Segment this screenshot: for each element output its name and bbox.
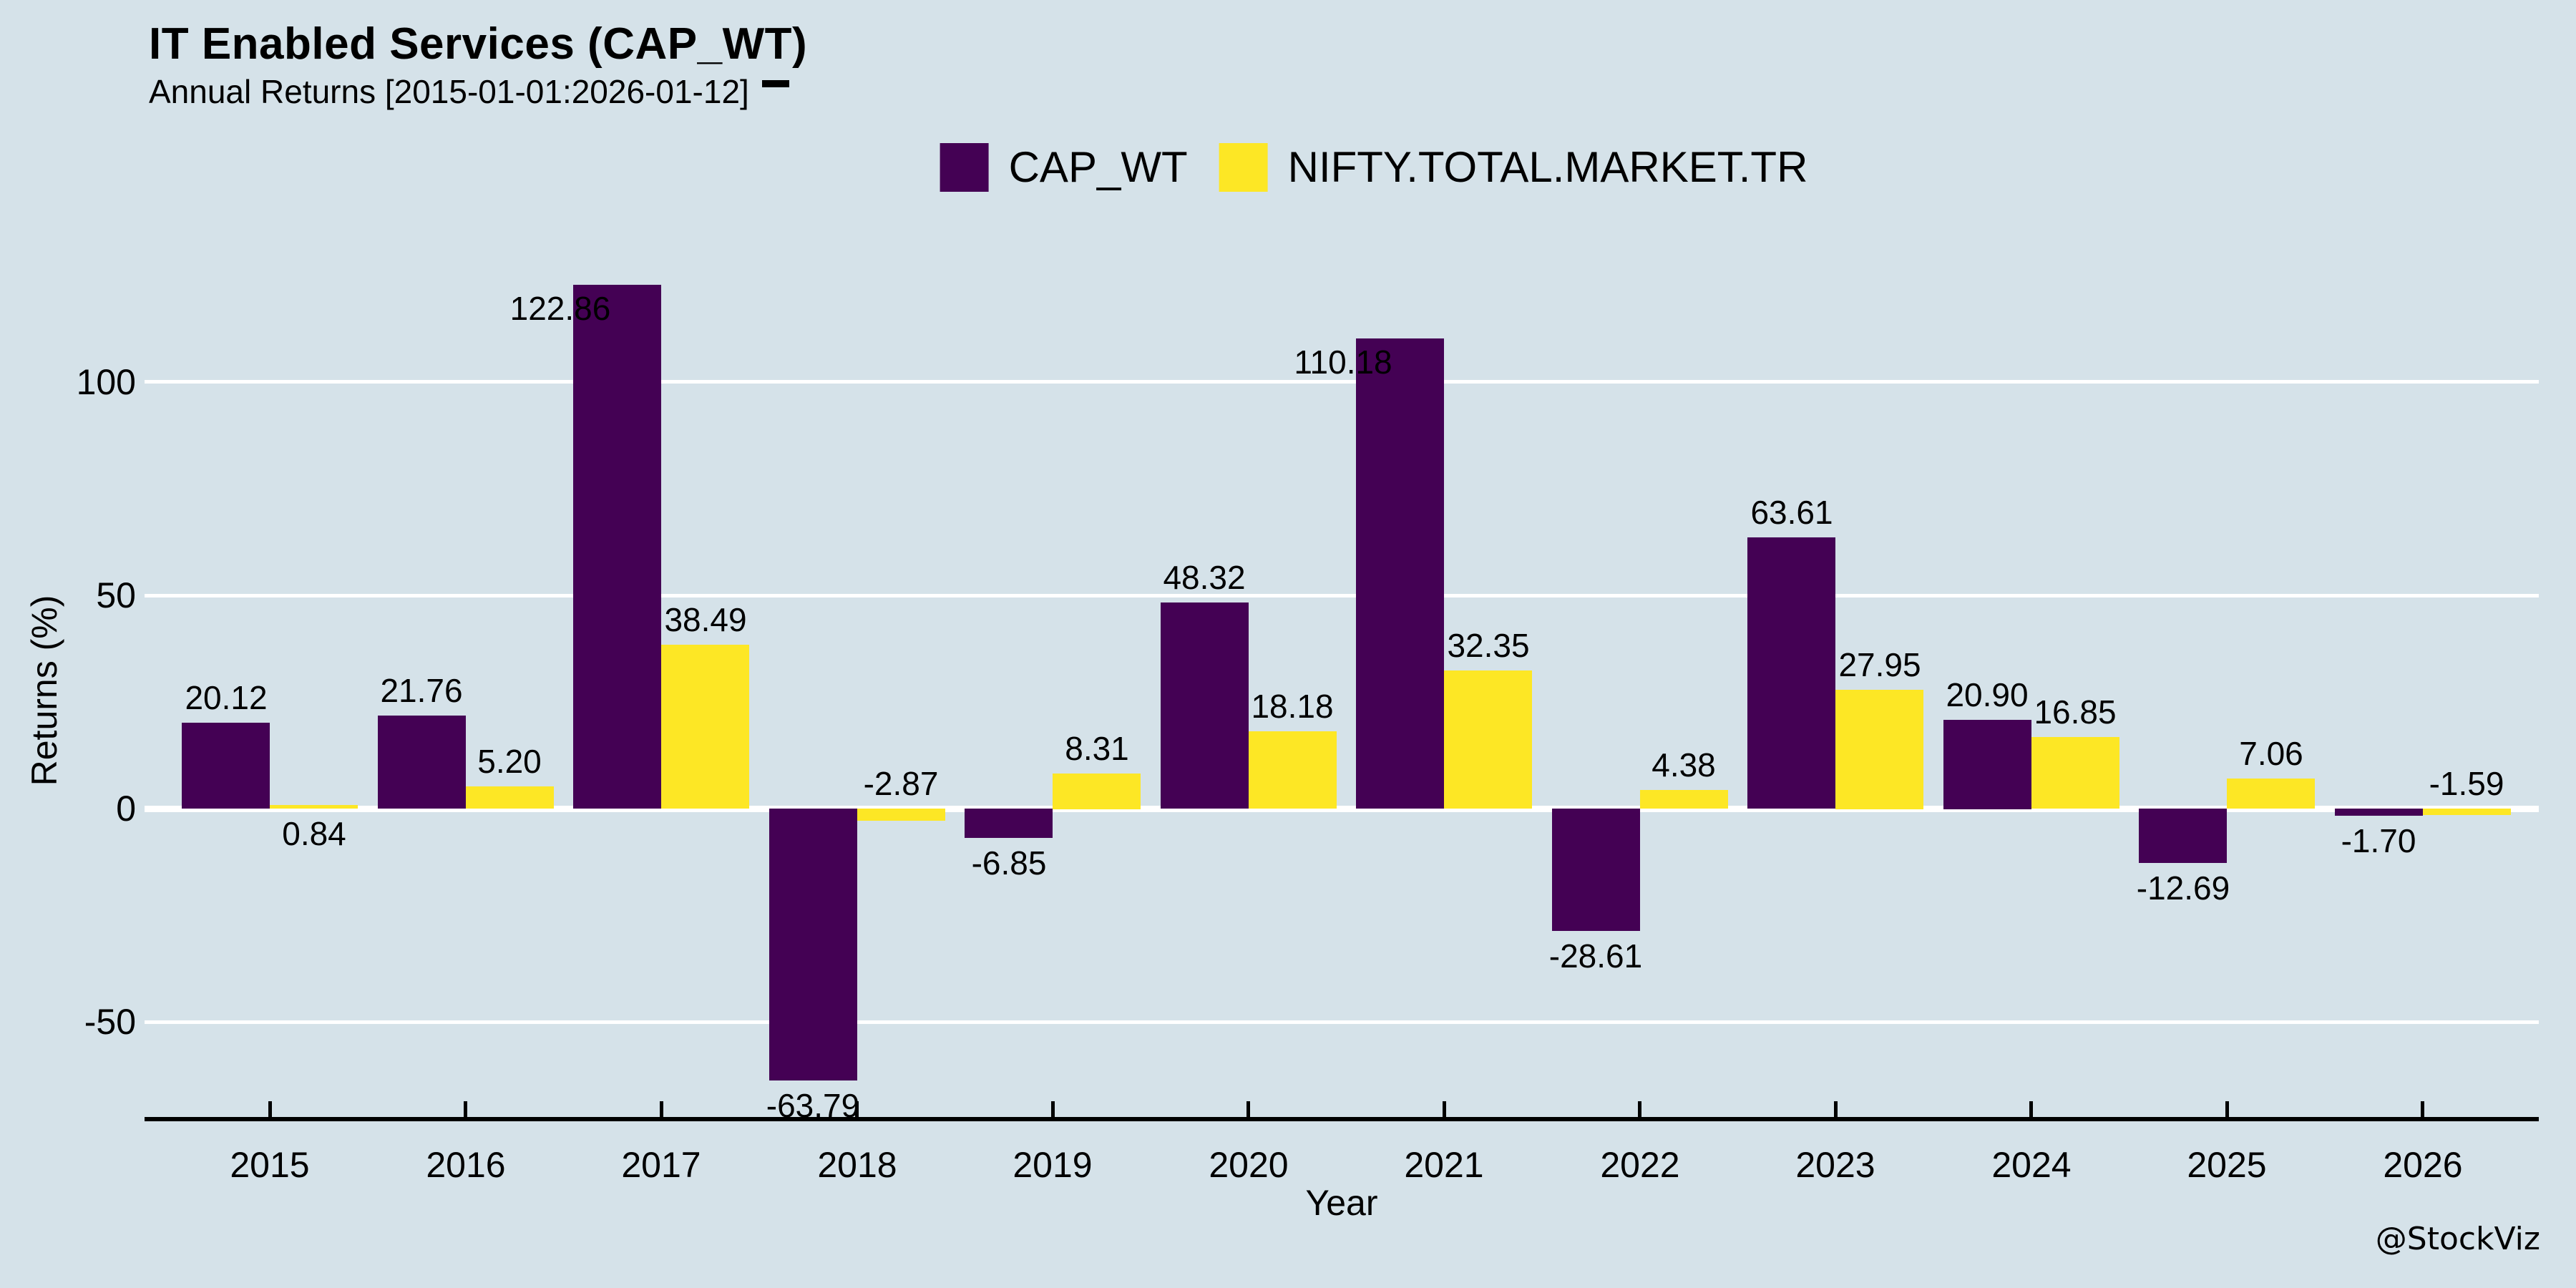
x-tick-label-2017: 2017 [621,1145,701,1185]
x-tick-label-2016: 2016 [426,1145,506,1185]
bar-capwt-2022 [1552,809,1640,931]
bar-capwt-2015 [182,723,270,809]
bar-label-nifty-2018: -2.87 [863,765,939,802]
bar-nifty-2022 [1640,790,1728,809]
x-axis-title: Year [1305,1183,1378,1223]
x-tick-label-2025: 2025 [2187,1145,2267,1185]
x-tick-2015 [268,1101,272,1117]
gridline-0 [145,806,2539,812]
bar-nifty-2017 [661,645,749,809]
bar-nifty-2016 [466,786,554,809]
bar-capwt-2019 [965,809,1053,838]
bar-capwt-2016 [378,716,466,809]
x-tick-2024 [2029,1101,2033,1117]
bar-label-capwt-2020: 48.32 [1163,559,1246,596]
x-tick-2021 [1443,1101,1446,1117]
x-axis-line [145,1117,2539,1121]
legend: CAP_WT NIFTY.TOTAL.MARKET.TR [940,143,1808,192]
x-tick-label-2015: 2015 [230,1145,310,1185]
x-tick-label-2023: 2023 [1795,1145,1875,1185]
gridline-100 [145,380,2539,384]
nifty-swatch-icon [1219,143,1268,192]
bar-nifty-2018 [857,809,945,821]
bar-label-nifty-2025: 7.06 [2239,735,2303,772]
bar-nifty-2021 [1444,670,1532,809]
bar-label-capwt-2021: 110.18 [1294,343,1392,381]
bar-capwt-2023 [1747,537,1835,809]
x-tick-2020 [1246,1101,1250,1117]
x-tick-label-2026: 2026 [2383,1145,2463,1185]
bar-label-capwt-2026: -1.70 [2341,822,2416,859]
bar-label-capwt-2024: 20.90 [1946,676,2029,713]
chart-subtitle-row: Annual Returns [2015-01-01:2026-01-12] [149,73,789,110]
chart-subtitle: Annual Returns [2015-01-01:2026-01-12] [149,73,749,110]
bar-label-nifty-2024: 16.85 [2034,693,2117,731]
bar-label-nifty-2026: -1.59 [2429,765,2504,802]
bar-capwt-2020 [1161,602,1249,809]
bar-label-nifty-2016: 5.20 [477,743,542,780]
x-tick-label-2024: 2024 [1991,1145,2072,1185]
y-axis-title: Returns (%) [24,595,64,786]
x-tick-2025 [2225,1101,2229,1117]
bar-label-capwt-2016: 21.76 [380,672,463,709]
bar-label-capwt-2023: 63.61 [1750,494,1833,531]
bar-nifty-2019 [1053,774,1141,809]
x-tick-2026 [2421,1101,2424,1117]
x-tick-label-2020: 2020 [1209,1145,1289,1185]
x-tick-label-2019: 2019 [1013,1145,1093,1185]
x-tick-2019 [1051,1101,1055,1117]
bar-label-capwt-2017: 122.86 [509,290,611,327]
bar-nifty-2020 [1249,731,1337,809]
x-tick-label-2021: 2021 [1404,1145,1484,1185]
bar-label-capwt-2015: 20.12 [185,679,268,716]
bar-nifty-2026 [2423,809,2511,815]
bar-label-nifty-2023: 27.95 [1838,646,1921,683]
bar-label-nifty-2022: 4.38 [1652,746,1716,784]
legend-label-nifty: NIFTY.TOTAL.MARKET.TR [1287,143,1808,191]
bar-capwt-2021 [1356,338,1444,809]
subtitle-dash-mark [761,80,789,87]
y-tick-label-50: 50 [96,575,136,615]
bar-nifty-2015 [270,805,358,809]
x-tick-label-2018: 2018 [817,1145,897,1185]
gridline--50 [145,1020,2539,1024]
bar-label-capwt-2022: -28.61 [1548,937,1643,975]
y-tick-label-100: 100 [76,362,136,402]
bar-label-capwt-2025: -12.69 [2136,869,2230,907]
y-tick-label--50: -50 [84,1002,136,1042]
bar-label-nifty-2019: 8.31 [1065,730,1129,767]
bar-capwt-2024 [1943,720,2031,809]
bar-label-nifty-2015: 0.84 [282,815,346,852]
x-tick-2016 [464,1101,467,1117]
bar-label-nifty-2017: 38.49 [664,601,747,638]
bar-nifty-2024 [2031,737,2119,809]
bar-capwt-2018 [769,809,857,1080]
bar-nifty-2025 [2227,779,2315,809]
legend-item-nifty: NIFTY.TOTAL.MARKET.TR [1219,143,1808,192]
bar-label-capwt-2019: -6.85 [971,844,1047,882]
bar-capwt-2025 [2139,809,2227,863]
x-tick-2018 [855,1101,859,1117]
legend-item-capwt: CAP_WT [940,143,1188,192]
x-tick-label-2022: 2022 [1600,1145,1680,1185]
legend-label-capwt: CAP_WT [1008,143,1188,191]
x-tick-2022 [1638,1101,1641,1117]
bar-capwt-2026 [2335,809,2423,816]
bar-nifty-2023 [1835,690,1923,809]
chart-title: IT Enabled Services (CAP_WT) [149,19,808,69]
x-tick-2017 [660,1101,663,1117]
bar-capwt-2017 [573,285,661,809]
bar-label-nifty-2020: 18.18 [1251,688,1334,725]
capwt-swatch-icon [940,143,989,192]
bar-label-nifty-2021: 32.35 [1447,627,1530,664]
gridline-50 [145,594,2539,597]
x-tick-2023 [1834,1101,1838,1117]
watermark-stockviz: @StockViz [2375,1221,2540,1257]
y-tick-label-0: 0 [116,789,136,829]
